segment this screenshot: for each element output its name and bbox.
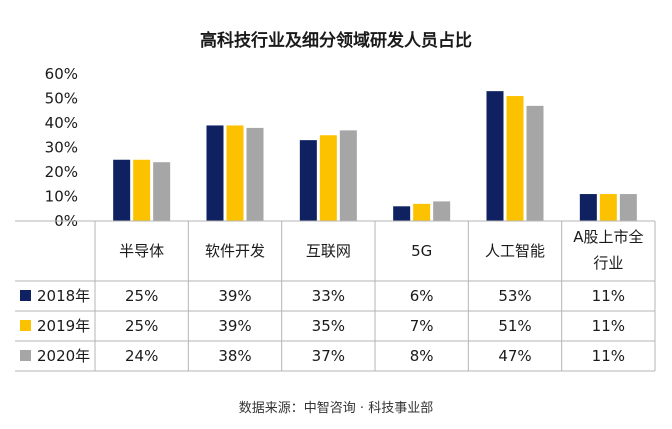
- bar: [299, 140, 317, 221]
- bar: [113, 159, 131, 221]
- legend-label: 2018年: [37, 287, 90, 305]
- legend-key: [20, 290, 31, 301]
- bar: [153, 162, 171, 221]
- bar: [206, 125, 224, 221]
- bar: [413, 203, 431, 221]
- category-label: 5G: [411, 242, 432, 260]
- bar: [393, 206, 411, 221]
- bar: [246, 127, 264, 221]
- category-label: 软件开发: [205, 242, 265, 260]
- y-tick-label: 50%: [45, 90, 78, 108]
- bar: [579, 194, 597, 221]
- data-label: 33%: [312, 287, 345, 305]
- legend-label: 2019年: [37, 317, 90, 335]
- chart-title: 高科技行业及细分领域研发人员占比: [200, 31, 472, 51]
- bar: [486, 91, 504, 222]
- category-label: 人工智能: [485, 242, 545, 260]
- data-label: 24%: [125, 347, 158, 365]
- bar: [619, 194, 637, 221]
- data-label: 38%: [218, 347, 251, 365]
- category-label: 互联网: [306, 242, 351, 260]
- y-tick-label: 20%: [45, 163, 78, 181]
- source-note: 数据来源：中智咨询 · 科技事业部: [238, 401, 434, 416]
- data-label: 11%: [592, 317, 625, 335]
- category-label: 半导体: [119, 242, 164, 260]
- data-label: 11%: [592, 287, 625, 305]
- bar: [133, 159, 151, 221]
- data-label: 6%: [410, 287, 434, 305]
- category-label: A股上市全: [573, 228, 643, 246]
- y-tick-label: 30%: [45, 139, 78, 157]
- data-label: 51%: [498, 317, 531, 335]
- data-label: 25%: [125, 287, 158, 305]
- data-label: 35%: [312, 317, 345, 335]
- y-tick-label: 40%: [45, 114, 78, 132]
- bar: [526, 105, 544, 221]
- data-label: 37%: [312, 347, 345, 365]
- bar: [506, 96, 524, 221]
- data-label: 39%: [218, 317, 251, 335]
- bar: [433, 201, 451, 221]
- data-label: 25%: [125, 317, 158, 335]
- legend-label: 2020年: [37, 347, 90, 365]
- y-tick-label: 60%: [45, 65, 78, 83]
- data-label: 8%: [410, 347, 434, 365]
- data-label: 11%: [592, 347, 625, 365]
- bar: [226, 125, 244, 221]
- data-label: 7%: [410, 317, 434, 335]
- data-label: 53%: [498, 287, 531, 305]
- legend-key: [20, 350, 31, 361]
- y-tick-label: 10%: [45, 188, 78, 206]
- legend-key: [20, 320, 31, 331]
- category-label: 行业: [593, 254, 623, 272]
- data-label: 39%: [218, 287, 251, 305]
- bar: [599, 194, 617, 221]
- bar: [319, 135, 337, 221]
- bar: [339, 130, 357, 221]
- data-label: 47%: [498, 347, 531, 365]
